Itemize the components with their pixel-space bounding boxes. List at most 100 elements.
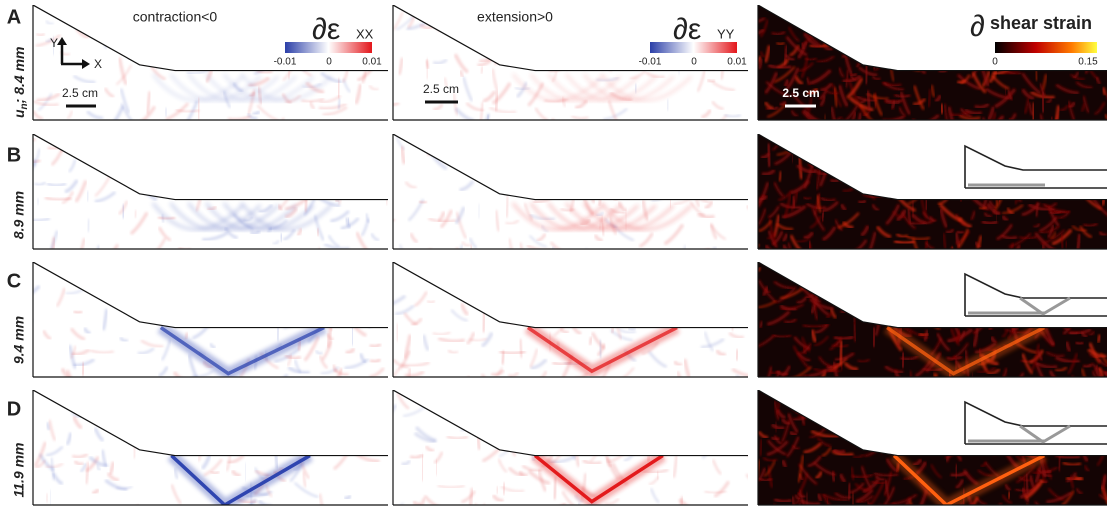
strain-texture [279,233,284,244]
strain-texture [318,102,347,110]
strain-texture [849,72,858,77]
strain-texture [74,180,88,203]
strain-texture [456,247,460,249]
strain-texture [704,489,727,494]
strain-texture [175,108,200,113]
strain-texture [805,76,811,86]
strain-texture [766,310,791,326]
strain-texture [321,340,333,361]
strain-texture [258,203,274,214]
strain-texture [656,471,659,481]
strain-texture [846,77,864,100]
wedge-profile [758,390,1107,457]
strain-texture [672,454,678,478]
strain-texture [813,461,837,477]
strain-texture [582,459,602,466]
wedge-profile [758,262,1107,329]
strain-texture [847,483,852,501]
strain-texture [795,164,816,174]
strain-texture [981,219,998,226]
strain-texture [627,327,637,332]
strain-texture [409,232,418,244]
strain-texture [1075,487,1084,495]
strain-texture [673,360,683,367]
strain-texture [33,441,47,467]
strain-texture [72,415,83,430]
strain-texture [1021,88,1035,101]
strain-texture [370,232,380,241]
strain-texture [101,308,109,331]
strain-texture [816,55,835,63]
strain-texture [36,92,61,102]
strain-texture [986,202,1001,216]
row-letter: D [7,398,21,420]
strain-texture [80,463,87,473]
strain-texture [758,243,760,247]
strain-texture [800,342,812,355]
strain-texture [731,367,748,377]
colorbar [995,42,1097,53]
strain-texture [337,98,342,110]
strain-texture [91,488,100,495]
strain-texture [420,497,426,505]
strain-texture [758,220,773,233]
strain-band-diffuse [240,73,333,102]
strain-texture [1098,230,1107,237]
colorbar [285,42,372,53]
strain-texture [601,222,605,236]
strain-texture [342,78,351,93]
strain-texture [84,461,90,485]
strain-texture [758,320,764,329]
strain-texture [663,223,685,246]
strain-texture [521,464,543,473]
strain-texture [120,103,133,120]
strain-texture [983,212,993,218]
strain-texture [35,459,46,469]
strain-texture [758,300,777,309]
strain-texture [137,347,155,355]
strain-texture [950,327,960,346]
strain-texture [821,446,832,457]
strain-texture [758,459,761,477]
strain-texture [1093,366,1103,377]
strain-texture [970,496,980,505]
strain-texture [885,457,899,473]
schematic-inset [963,144,1107,192]
strain-texture [173,468,179,480]
strain-texture [393,404,398,413]
strain-texture [701,109,712,119]
strain-texture [820,82,834,92]
strain-texture [803,442,823,454]
wedge-profile [393,390,748,457]
strain-texture [332,364,338,374]
strain-texture [395,304,415,316]
strain-texture [83,327,92,335]
strain-texture [849,74,858,81]
strain-texture [68,344,77,370]
strain-texture [418,199,428,205]
strain-texture [119,88,131,114]
strain-texture [697,212,715,219]
strain-texture [177,246,191,249]
strain-texture [779,304,797,312]
strain-texture [319,95,342,104]
inset-shear-band [1019,424,1071,444]
strain-texture [1055,83,1079,95]
strain-texture [1034,465,1042,484]
strain-texture [453,53,469,74]
strain-texture [115,64,132,86]
inset-wedge [964,144,1107,188]
strain-texture [400,459,412,466]
strain-texture [1038,478,1049,484]
strain-texture [803,231,815,240]
strain-texture [424,59,430,70]
strain-texture [437,336,465,343]
strain-texture [552,476,558,500]
strain-texture [42,329,52,340]
strain-texture [571,114,589,120]
colorbar-label: -0.01 [274,57,297,68]
strain-texture [1042,203,1067,213]
inset-wedge [964,400,1107,444]
strain-texture [857,199,867,205]
strain-texture [491,68,499,91]
